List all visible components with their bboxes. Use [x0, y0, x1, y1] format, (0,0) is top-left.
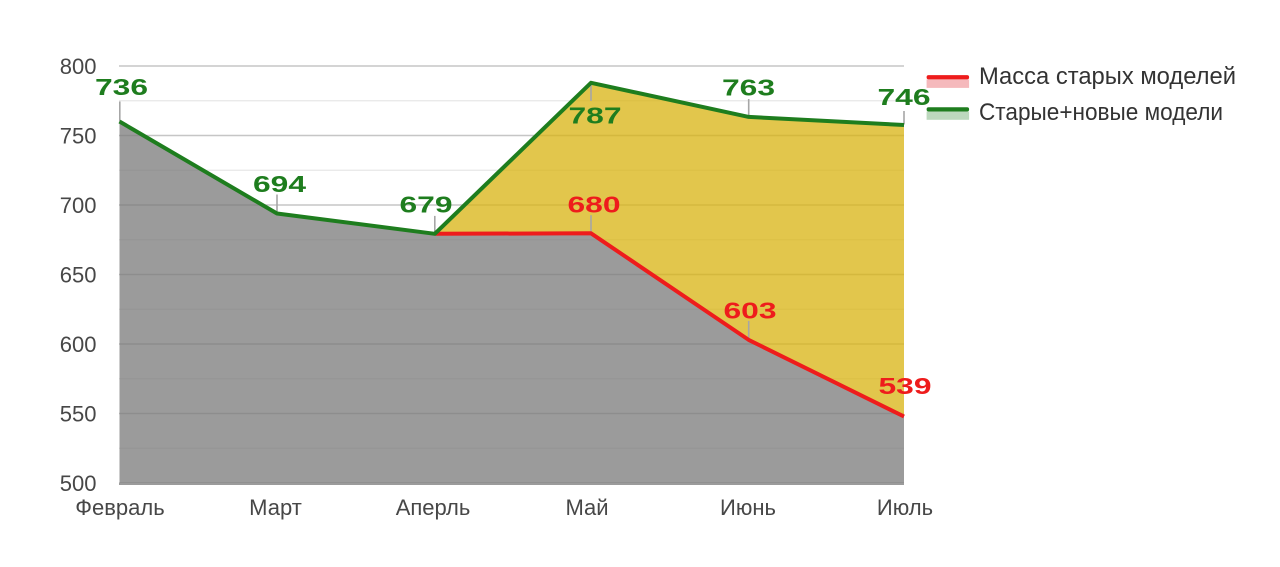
svg-text:680: 680	[568, 192, 621, 218]
svg-text:603: 603	[724, 297, 777, 323]
svg-text:600: 600	[60, 332, 97, 357]
svg-text:500: 500	[60, 471, 97, 496]
svg-text:Май: Май	[565, 495, 608, 520]
svg-text:750: 750	[60, 123, 97, 148]
svg-text:539: 539	[879, 373, 932, 399]
svg-text:Февраль: Февраль	[75, 495, 164, 520]
svg-text:Масса старых моделей: Масса старых моделей	[979, 63, 1236, 90]
svg-text:Старые+новые модели: Старые+новые модели	[979, 99, 1223, 126]
svg-text:800: 800	[60, 54, 97, 79]
svg-text:Март: Март	[249, 495, 302, 520]
svg-text:700: 700	[60, 193, 97, 218]
svg-text:694: 694	[253, 171, 306, 197]
svg-text:746: 746	[878, 84, 931, 110]
svg-text:Аперль: Аперль	[396, 495, 471, 520]
svg-text:Июль: Июль	[877, 495, 933, 520]
svg-text:550: 550	[60, 401, 97, 426]
svg-text:736: 736	[95, 74, 148, 100]
svg-text:679: 679	[400, 192, 453, 218]
svg-text:Июнь: Июнь	[720, 495, 776, 520]
svg-text:650: 650	[60, 262, 97, 287]
svg-text:787: 787	[569, 103, 622, 129]
svg-text:763: 763	[722, 74, 775, 100]
